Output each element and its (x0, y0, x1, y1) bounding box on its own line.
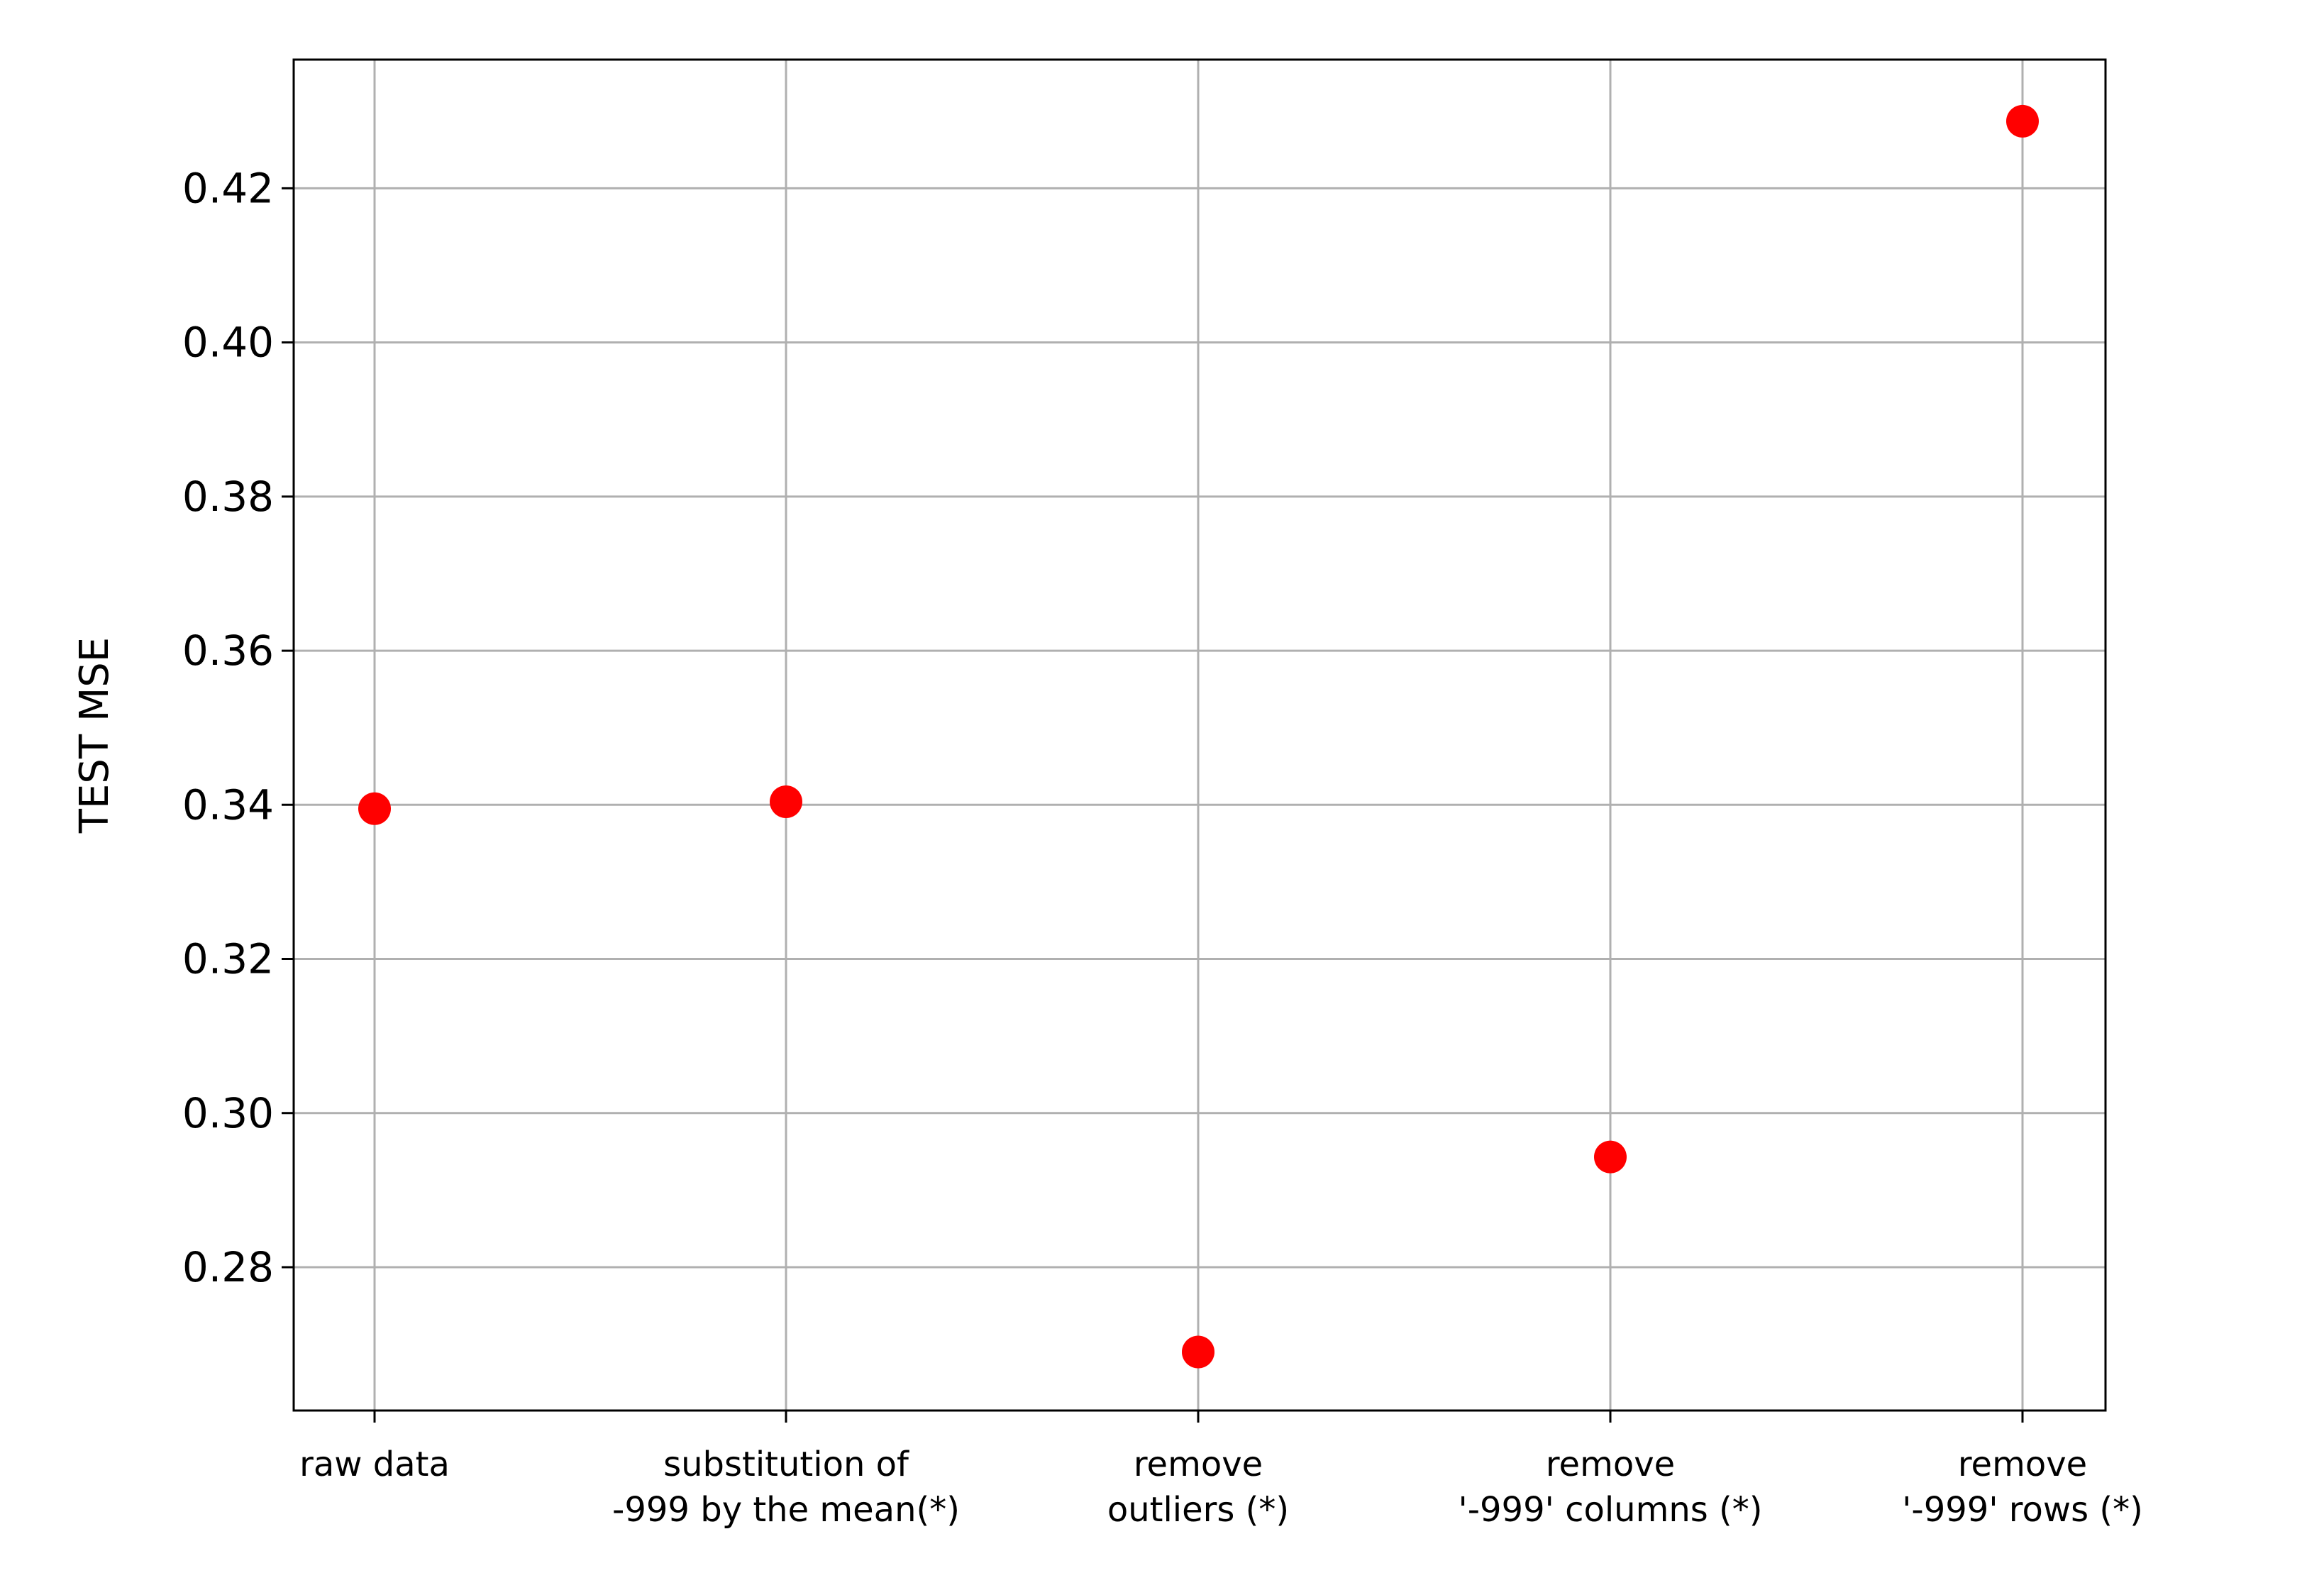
data-points (358, 104, 2039, 1369)
y-tick-label: 0.32 (182, 935, 274, 983)
data-point (358, 792, 391, 825)
x-axis-ticks: raw data substitution of -999 by the mean(… (299, 1411, 2143, 1530)
x-tick-label: remove '-999' columns (*) (1459, 1445, 1763, 1530)
y-axis-label: TEST MSE (72, 637, 118, 834)
x-tick-label: remove outliers (*) (1107, 1445, 1289, 1530)
x-tick-label: remove '-999' rows (*) (1902, 1445, 2143, 1530)
y-axis-ticks: 0.28 0.30 0.32 0.34 0.36 0.38 0.40 0.42 (182, 164, 294, 1291)
y-tick-label: 0.34 (182, 780, 274, 829)
y-tick-label: 0.42 (182, 164, 274, 212)
plot-frame (292, 58, 2107, 1412)
data-point (1594, 1140, 1627, 1174)
y-tick-label: 0.40 (182, 319, 274, 367)
y-tick-label: 0.36 (182, 627, 274, 675)
data-point (2006, 104, 2039, 138)
data-point (770, 785, 802, 818)
grid (294, 60, 2106, 1411)
x-tick-label: raw data (299, 1445, 450, 1484)
x-tick-label: substitution of -999 by the mean(*) (612, 1445, 960, 1530)
y-tick-label: 0.30 (182, 1089, 274, 1137)
data-point (1182, 1335, 1214, 1369)
y-tick-label: 0.28 (182, 1243, 274, 1291)
y-tick-label: 0.38 (182, 473, 274, 521)
